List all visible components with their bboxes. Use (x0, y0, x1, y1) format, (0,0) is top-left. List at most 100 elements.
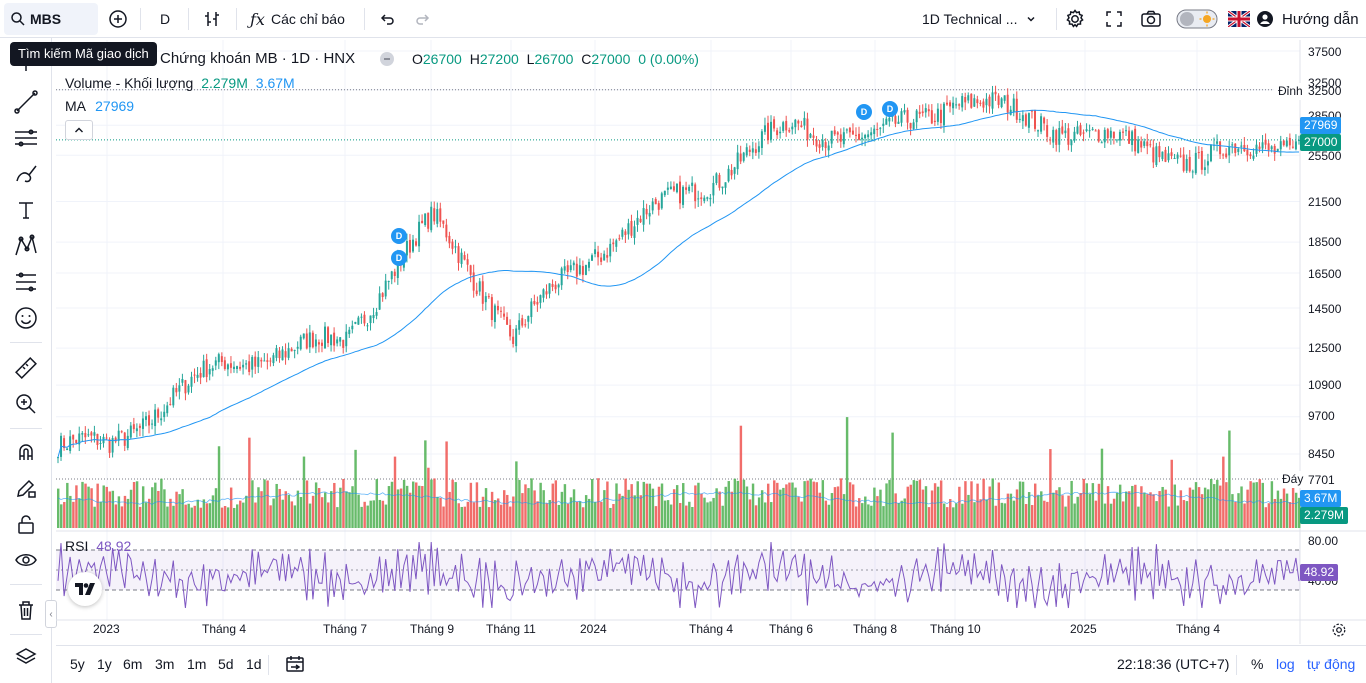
volume-bar (360, 506, 363, 528)
range-1m-button[interactable]: 1m (187, 656, 207, 672)
axis-settings-icon[interactable] (1331, 622, 1347, 638)
volume-bar (384, 504, 388, 528)
layout-name: 1D Technical ... (922, 11, 1018, 27)
chart-type-button[interactable] (202, 0, 222, 38)
language-button[interactable] (1228, 0, 1250, 38)
zoom-tool[interactable] (10, 388, 42, 420)
candle (305, 333, 308, 349)
candle (587, 261, 590, 268)
candle (1140, 141, 1143, 148)
forecast-tool[interactable] (10, 266, 42, 298)
interval-button[interactable]: D (160, 11, 171, 27)
lock-tool[interactable] (10, 508, 42, 540)
volume-bar (90, 488, 93, 528)
measure-tool[interactable] (10, 352, 42, 384)
price-chart[interactable] (56, 40, 1366, 644)
draw-mode-tool[interactable] (10, 472, 42, 504)
toolbar-collapse-handle[interactable]: ‹ (45, 600, 57, 628)
volume-legend[interactable]: Volume - Khối lượng 2.279M 3.67M (65, 75, 295, 91)
ma-legend[interactable]: MA 27969 (65, 98, 134, 114)
dividend-marker[interactable]: D (391, 228, 407, 244)
volume-bar (178, 494, 181, 528)
text-tool[interactable] (10, 194, 42, 226)
volume-bar (1061, 495, 1064, 528)
candle (439, 208, 442, 222)
visibility-tool[interactable] (10, 544, 42, 576)
object-tree-tool[interactable] (10, 641, 42, 673)
volume-bar (967, 494, 970, 528)
volume-bar (961, 503, 964, 528)
undo-button[interactable] (378, 0, 396, 38)
candle (672, 186, 675, 191)
volume-bar (463, 506, 467, 528)
candle (181, 378, 184, 383)
log-toggle[interactable]: log (1276, 656, 1295, 672)
eye-off-icon[interactable] (379, 51, 395, 67)
rsi-legend[interactable]: RSI 48.92 (65, 538, 131, 554)
candle (506, 316, 509, 325)
volume-bar (202, 499, 206, 528)
candle (327, 327, 330, 344)
goto-date-button[interactable] (284, 654, 306, 679)
symbol-search-button[interactable]: MBS (4, 3, 98, 35)
volume-bar (1288, 502, 1292, 528)
redo-button[interactable] (414, 0, 432, 38)
volume-bar (894, 493, 897, 528)
range-6m-button[interactable]: 6m (123, 656, 143, 672)
guide-button[interactable]: Hướng dẫn (1256, 0, 1359, 38)
volume-bar (439, 497, 442, 528)
volume-bar (1131, 485, 1134, 528)
auto-toggle[interactable]: tự động (1307, 656, 1356, 672)
emoji-tool[interactable] (10, 302, 42, 334)
range-1d-button[interactable]: 1d (246, 656, 262, 672)
range-5d-button[interactable]: 5d (218, 656, 234, 672)
candle (239, 366, 242, 369)
compare-symbol-button[interactable] (108, 0, 128, 38)
candle (1003, 95, 1006, 101)
volume-bar (1030, 505, 1034, 528)
remove-drawings-tool[interactable] (10, 594, 42, 626)
brush-tool[interactable] (10, 158, 42, 190)
volume-bar (148, 498, 151, 528)
pattern-tool[interactable] (10, 230, 42, 262)
settings-button[interactable] (1064, 0, 1086, 38)
magnet-tool[interactable] (10, 436, 42, 468)
screenshot-button[interactable] (1140, 0, 1162, 38)
chart-pane[interactable]: Chứng khoán MB · 1D · HNX O26700 H27200 … (56, 40, 1366, 644)
candle (229, 363, 232, 368)
horizontal-lines-tool[interactable] (10, 122, 42, 154)
candle (190, 376, 193, 387)
indicators-button[interactable]: ƒx Các chỉ báo (250, 0, 345, 38)
dividend-marker[interactable]: D (391, 250, 407, 266)
candle (1040, 116, 1043, 132)
ohlc-l-label: L (526, 51, 535, 67)
candle (354, 321, 357, 324)
percent-toggle[interactable]: % (1251, 656, 1264, 672)
volume-bar (1033, 483, 1037, 528)
crosshair-tool[interactable] (10, 44, 42, 76)
range-3m-button[interactable]: 3m (155, 656, 175, 672)
volume-bar (618, 493, 621, 528)
candle (1100, 142, 1103, 144)
candle (927, 109, 930, 112)
tradingview-logo[interactable] (68, 572, 102, 606)
candle (317, 342, 320, 345)
trendline-tool[interactable] (10, 86, 42, 118)
candle (548, 283, 551, 294)
theme-toggle[interactable] (1176, 0, 1220, 38)
clock-time[interactable]: 22:18:36 (UTC+7) (1117, 656, 1230, 672)
volume-bar (675, 485, 679, 528)
legend-collapse-button[interactable] (65, 120, 93, 140)
layout-menu-button[interactable]: 1D Technical ... (914, 0, 1050, 38)
volume-bar (1109, 503, 1113, 528)
fullscreen-button[interactable] (1104, 0, 1124, 38)
candle (679, 181, 681, 204)
candle (967, 95, 970, 101)
range-5y-button[interactable]: 5y (70, 656, 85, 672)
volume-bar (773, 480, 776, 528)
candle (1024, 114, 1027, 126)
range-1y-button[interactable]: 1y (97, 656, 112, 672)
volume-bar (545, 503, 548, 528)
dividend-marker[interactable]: D (882, 101, 898, 117)
dividend-marker[interactable]: D (856, 104, 872, 120)
